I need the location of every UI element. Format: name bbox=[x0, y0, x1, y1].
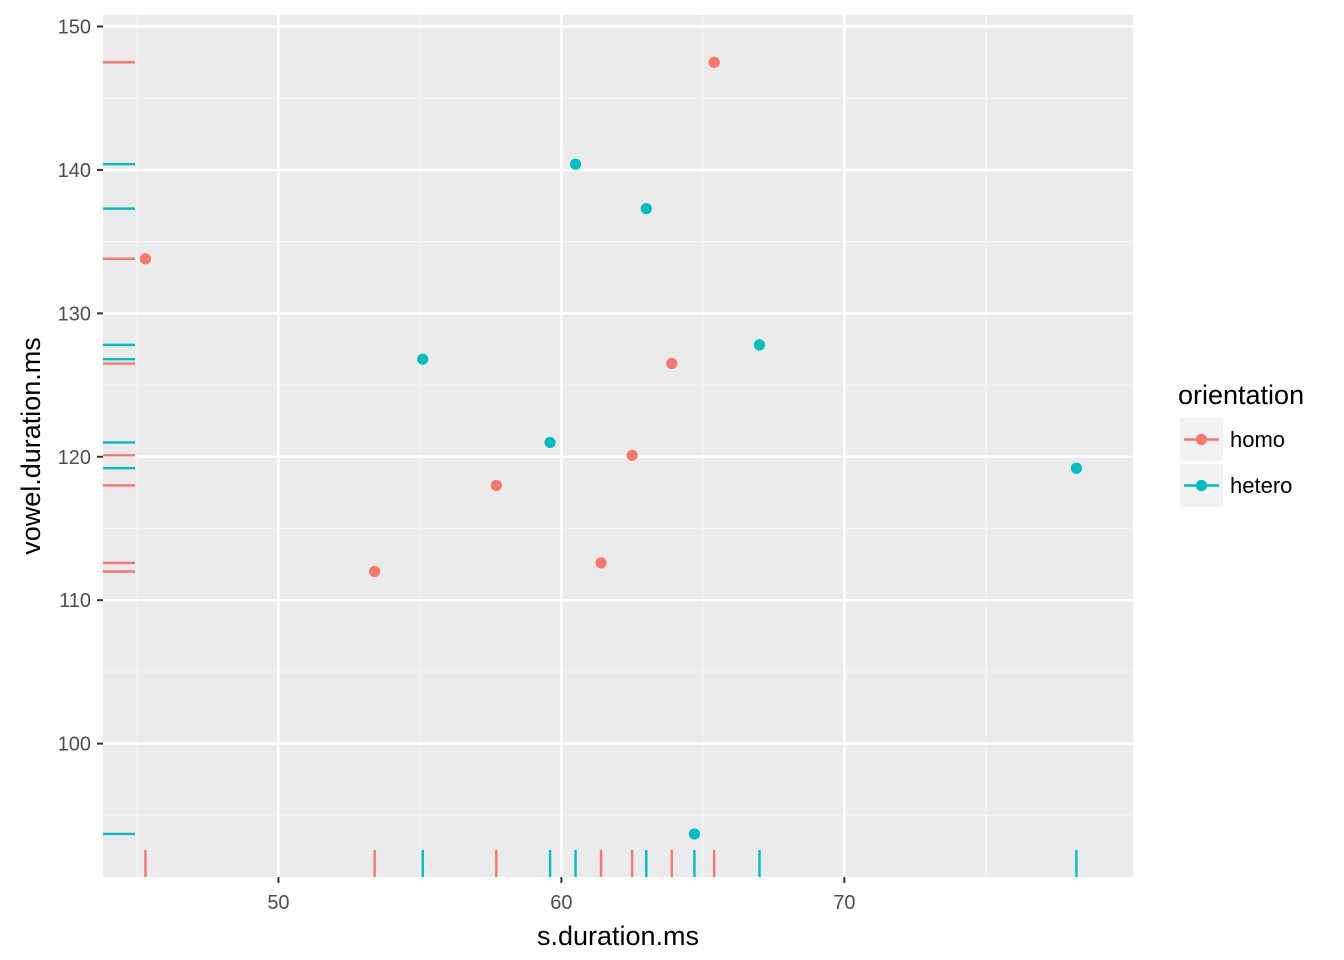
data-point-hetero bbox=[1070, 462, 1083, 474]
data-point-homo bbox=[490, 479, 502, 492]
data-point-hetero bbox=[640, 203, 652, 215]
data-point-hetero bbox=[688, 828, 701, 840]
data-point-homo bbox=[666, 357, 678, 370]
y-tick-label: 150 bbox=[58, 16, 91, 38]
data-points bbox=[139, 56, 1083, 840]
legend-label-hetero: hetero bbox=[1230, 473, 1292, 498]
data-point-homo bbox=[595, 557, 607, 569]
legend-key-point-hetero bbox=[1195, 479, 1208, 492]
data-point-homo bbox=[708, 56, 720, 68]
major-gridlines bbox=[103, 15, 1133, 877]
y-tick-label: 100 bbox=[58, 734, 91, 756]
minor-gridlines bbox=[103, 15, 1133, 877]
data-point-hetero bbox=[417, 353, 429, 365]
data-point-hetero bbox=[569, 158, 582, 170]
legend-label-homo: homo bbox=[1230, 427, 1285, 452]
y-tick-label: 110 bbox=[59, 590, 91, 612]
x-tick-label: 60 bbox=[550, 892, 572, 914]
legend-key-point-homo bbox=[1195, 433, 1208, 446]
axes: 50 60 70 100 110 120 130 140 150 bbox=[58, 16, 856, 914]
legend-title: orientation bbox=[1178, 380, 1304, 410]
x-axis-title: s.duration.ms bbox=[537, 921, 699, 951]
data-point-homo bbox=[626, 449, 638, 461]
data-point-homo bbox=[139, 253, 152, 265]
legend: orientation homo hetero bbox=[1178, 380, 1304, 507]
y-tick-label: 130 bbox=[58, 303, 91, 325]
y-tick-label: 140 bbox=[58, 160, 91, 182]
y-axis-title: vowel.duration.ms bbox=[16, 337, 46, 555]
panel-background bbox=[103, 15, 1133, 877]
x-tick-label: 70 bbox=[833, 892, 855, 914]
x-tick-label: 50 bbox=[267, 892, 289, 914]
data-point-hetero bbox=[753, 339, 766, 351]
y-tick-label: 120 bbox=[58, 447, 91, 469]
data-point-hetero bbox=[544, 436, 556, 449]
rug-marks bbox=[103, 61, 1078, 877]
data-point-homo bbox=[369, 565, 381, 578]
